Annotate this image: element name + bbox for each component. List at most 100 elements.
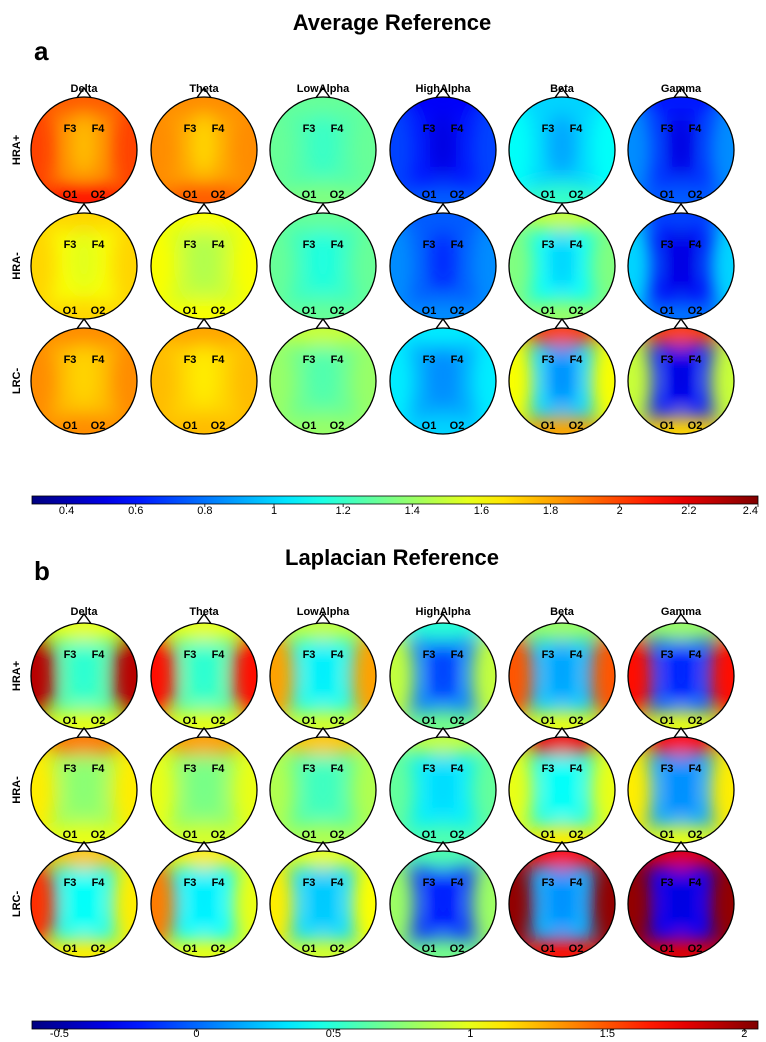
map-left-region — [151, 215, 176, 317]
electrode-label: F4 — [451, 123, 465, 135]
map-left-region — [270, 625, 295, 727]
colorbar: -0.5 0 0.5 1 1.5 2 — [31, 1020, 759, 1040]
electrode-label: O2 — [91, 305, 106, 317]
map-front-region — [275, 213, 371, 233]
electrode-label: O1 — [63, 715, 78, 727]
head-outline — [627, 327, 735, 435]
nose — [553, 840, 571, 854]
map-midline-region — [548, 228, 576, 293]
colorbar-tick-label: 1.4 — [405, 505, 420, 517]
electrode-label: O2 — [211, 305, 226, 317]
nose — [553, 612, 571, 626]
electrode-label: O2 — [569, 829, 584, 841]
electrode-label: O2 — [91, 715, 106, 727]
map-right-region — [232, 99, 257, 201]
map-midline-region — [309, 112, 337, 177]
electrode-label: F3 — [64, 123, 77, 135]
map-midline-region — [190, 228, 218, 293]
electrode-label: O1 — [183, 715, 198, 727]
electrode-label: F4 — [92, 354, 106, 366]
map-right-region — [590, 99, 615, 201]
map-front-region — [275, 328, 371, 348]
electrode-label: O2 — [91, 943, 106, 955]
map-right-region — [709, 330, 734, 432]
electrode-label: O2 — [211, 829, 226, 841]
electrode-label: O1 — [541, 715, 556, 727]
map-right-region — [351, 739, 376, 841]
map-midline-region — [429, 112, 457, 177]
map-right-region — [471, 99, 496, 201]
electrode-label: F3 — [303, 239, 316, 251]
map-left-region — [151, 625, 176, 727]
topomap: F3 F4 O1 O2 — [269, 202, 377, 320]
electrode-label: F3 — [542, 649, 555, 661]
electrode-label: F4 — [92, 649, 106, 661]
colorbar-tick-label: 0.5 — [326, 1028, 341, 1040]
electrode-label: O1 — [183, 829, 198, 841]
topomap: F3 F4 O1 O2 — [627, 726, 735, 844]
electrode-label: O2 — [569, 943, 584, 955]
map-left-region — [31, 739, 56, 841]
map-midline-region — [309, 638, 337, 703]
map-front-region — [36, 97, 132, 117]
head-outline — [30, 327, 138, 435]
map-midline-region — [667, 228, 695, 293]
topomap: F3 F4 O1 O2 — [30, 840, 138, 958]
map-midline-region — [548, 866, 576, 931]
map-left-region — [31, 625, 56, 727]
topomap: F3 F4 O1 O2 — [269, 317, 377, 435]
map-left-region — [628, 739, 653, 841]
map-front-region — [395, 97, 491, 117]
electrode-label: O1 — [422, 943, 437, 955]
map-front-region — [275, 851, 371, 871]
map-back-region — [633, 414, 729, 434]
electrode-label: F4 — [212, 239, 226, 251]
map-back-region — [395, 183, 491, 203]
electrode-label: O2 — [569, 189, 584, 201]
nose — [314, 86, 332, 100]
electrode-label: O2 — [330, 189, 345, 201]
map-front-region — [514, 623, 610, 643]
nose — [672, 726, 690, 740]
electrode-label: F4 — [689, 354, 703, 366]
electrode-label: O2 — [688, 829, 703, 841]
colorbar-tick-label: 1.2 — [335, 505, 350, 517]
map-back-region — [514, 414, 610, 434]
map-left-region — [270, 330, 295, 432]
electrode-label: F4 — [451, 877, 465, 889]
colorbar-gradient — [31, 495, 759, 505]
nose — [314, 726, 332, 740]
nose — [195, 840, 213, 854]
topomap: F3 F4 O1 O2 — [269, 726, 377, 844]
topomap: F3 F4 O1 O2 — [508, 86, 616, 204]
electrode-label: F4 — [212, 354, 226, 366]
map-front-region — [156, 97, 252, 117]
electrode-label: F4 — [212, 123, 226, 135]
electrode-label: O1 — [302, 420, 317, 432]
topomap: F3 F4 O1 O2 — [30, 726, 138, 844]
topomap: F3 F4 O1 O2 — [508, 317, 616, 435]
electrode-label: O2 — [450, 189, 465, 201]
electrode-label: O1 — [541, 420, 556, 432]
electrode-label: F3 — [542, 354, 555, 366]
nose — [672, 612, 690, 626]
electrode-label: F4 — [570, 877, 584, 889]
map-front-region — [275, 737, 371, 757]
group-label: LRC- — [11, 891, 23, 918]
map-right-region — [590, 215, 615, 317]
map-right-region — [112, 330, 137, 432]
electrode-label: F3 — [184, 877, 197, 889]
electrode-label: O2 — [688, 305, 703, 317]
nose — [434, 840, 452, 854]
electrode-label: O2 — [91, 189, 106, 201]
map-right-region — [471, 739, 496, 841]
electrode-label: O1 — [183, 305, 198, 317]
map-left-region — [628, 853, 653, 955]
map-left-region — [509, 853, 534, 955]
electrode-label: F3 — [661, 239, 674, 251]
electrode-label: O1 — [302, 829, 317, 841]
electrode-label: F4 — [570, 649, 584, 661]
topomap: F3 F4 O1 O2 — [150, 612, 258, 730]
nose — [434, 202, 452, 216]
colorbar-tick-label: 1.6 — [474, 505, 489, 517]
